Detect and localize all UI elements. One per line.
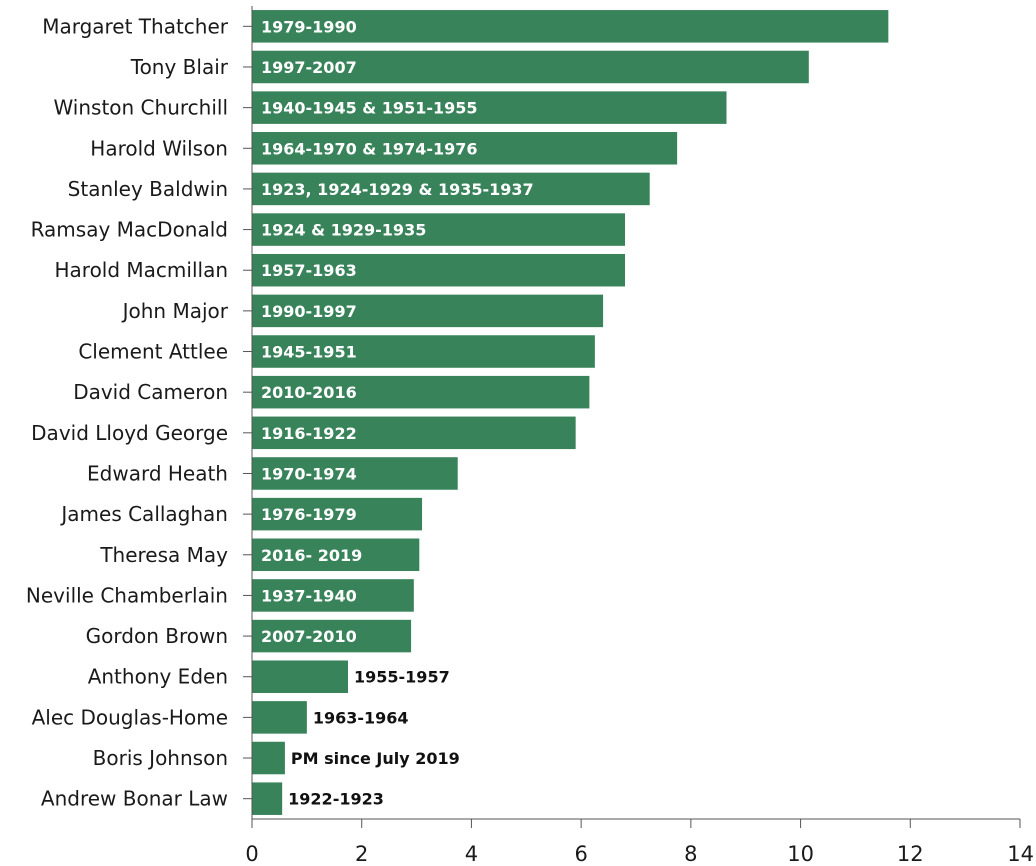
data-label: 1970-1974 [261,464,357,483]
data-label: 1945-1951 [261,343,357,362]
data-label: 2007-2010 [261,627,357,646]
category-label: Ramsay MacDonald [31,218,228,242]
category-label: Harold Wilson [90,136,228,160]
bar [252,91,727,124]
category-label: Boris Johnson [93,746,228,770]
data-label: 1923, 1924-1929 & 1935-1937 [261,180,534,199]
bar [252,579,414,612]
x-tick-label: 4 [465,842,478,866]
x-tick-label: 2 [355,842,368,866]
category-label: John Major [121,299,229,323]
x-tick-label: 14 [1007,842,1034,866]
data-label: 1963-1964 [313,708,409,727]
data-label: 1940-1945 & 1951-1955 [261,99,478,118]
bar [252,253,626,287]
category-label: Tony Blair [130,55,229,79]
data-label: PM since July 2019 [291,749,460,768]
data-label: 1916-1922 [261,424,357,443]
data-label: 2010-2016 [261,383,357,402]
bar [252,538,420,572]
category-label: Clement Attlee [78,340,228,364]
category-label: Harold Macmillan [54,258,228,282]
bars [252,10,889,815]
bar [252,375,590,409]
category-label: David Lloyd George [31,421,228,445]
data-labels: 1979-1990 1997-2007 1940-1945 & 1951-1955 1… [261,17,534,808]
data-label: 2016- 2019 [261,546,362,565]
bar [252,172,650,206]
bar [252,335,595,368]
data-label: 1957-1963 [261,261,357,280]
category-label: David Cameron [73,380,228,404]
bar [252,497,423,531]
category-label: Gordon Brown [86,624,228,648]
data-label: 1964-1970 & 1974-1976 [261,139,478,158]
data-label: 1997-2007 [261,58,357,77]
data-label: 1922-1923 [288,790,384,809]
x-tick-label: 12 [897,842,924,866]
x-tick-label: 8 [684,842,697,866]
bar [252,701,307,734]
category-label: Anthony Eden [88,665,228,689]
bar [252,50,809,84]
data-label: 1979-1990 [261,17,357,36]
bar [252,741,285,775]
data-label: 1955-1957 [354,668,450,687]
axes: 0 2 4 6 8 10 12 14 [243,6,1034,866]
category-label: Theresa May [99,543,228,567]
data-label: 1976-1979 [261,505,357,524]
category-label: Andrew Bonar Law [41,787,228,811]
category-label: Alec Douglas-Home [32,705,228,729]
category-label: James Callaghan [59,502,228,526]
x-tick-label: 6 [574,842,587,866]
bar [252,457,458,490]
bar [252,132,678,165]
bar [252,294,604,328]
bar [252,416,576,450]
category-label: Margaret Thatcher [42,14,229,38]
category-labels: Margaret Thatcher Tony Blair Winston Churc… [26,14,229,810]
data-label: 1937-1940 [261,586,357,605]
bar [252,782,283,815]
data-label: 1924 & 1929-1935 [261,221,426,240]
data-label: 1990-1997 [261,302,357,321]
x-tick-label: 10 [787,842,814,866]
category-label: Edward Heath [87,461,228,485]
x-tick-label: 0 [245,842,258,866]
category-label: Winston Churchill [53,96,228,120]
bar [252,619,412,653]
bar [252,10,889,43]
category-label: Neville Chamberlain [26,583,228,607]
bar [252,660,348,693]
bar [252,213,626,246]
category-label: Stanley Baldwin [68,177,228,201]
